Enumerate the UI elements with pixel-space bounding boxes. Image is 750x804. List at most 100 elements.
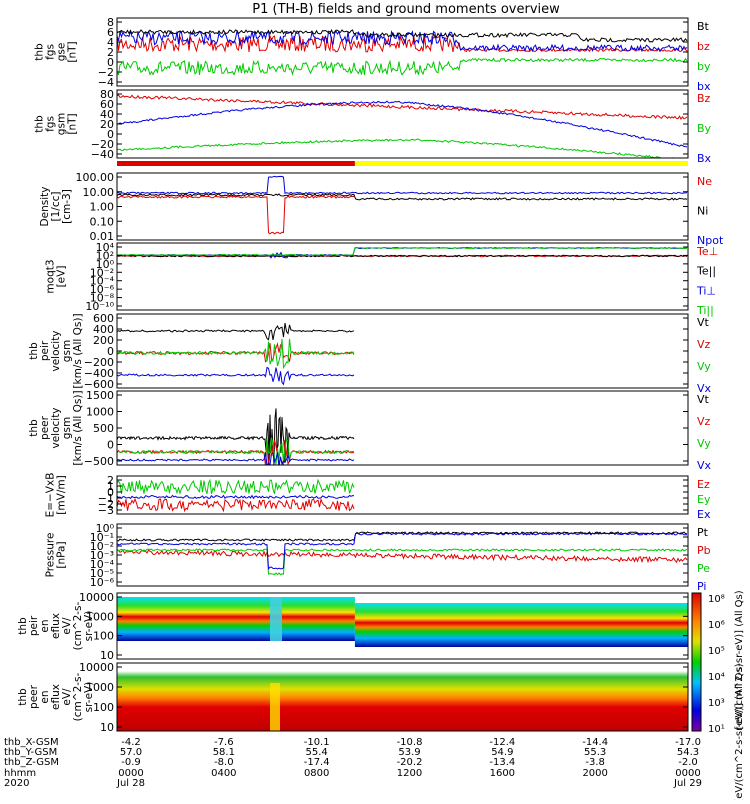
x-row-label: thb_Z-GSM [4, 757, 59, 768]
y-axis-label: thbpeervelocitygsm[km/s (All Qs)] [28, 390, 84, 465]
legend-Ni: Ni [697, 205, 708, 218]
y-tick-label: 10⁻⁴ [90, 275, 115, 288]
y-axis-label-line: velocity [50, 330, 62, 371]
y-axis-label-line: [cm-3] [61, 189, 73, 224]
y-tick-label: 200 [93, 334, 114, 347]
y-tick-label: −600 [84, 378, 114, 391]
colorbar-label: [eV/(cm^2-s-sr-eV)] (All Qs) [734, 590, 745, 729]
y-axis-label: moqt3[eV] [45, 259, 68, 293]
y-axis-label-line: thb [17, 688, 29, 706]
x-tick-label: 55.3 [584, 747, 606, 758]
y-tick-label: 10⁻³ [90, 549, 114, 562]
legend-Te||: Te|| [696, 265, 716, 278]
legend-bz: bz [697, 40, 710, 53]
legend-Ex: Ex [697, 508, 711, 521]
y-axis-label-line: en [39, 619, 51, 632]
y-axis-label-line: [km/s (All Qs)] [72, 390, 84, 465]
y-tick-label: 0 [107, 486, 114, 499]
y-axis-label-line: [nT] [67, 113, 79, 134]
y-tick-label: 1500 [86, 389, 114, 402]
legend-Bz: Bz [697, 92, 711, 105]
panel-data-efield [117, 478, 355, 513]
y-tick-label: 10000 [79, 661, 114, 674]
x-row-label: thb_X-GSM [4, 737, 59, 748]
legend-Vt: Vt [697, 316, 710, 329]
y-axis-label: thbpeirenefluxeV/(cm^2-s-sr-eV) [17, 601, 95, 650]
series-Vx [117, 452, 355, 465]
x-row-label: hhmm [4, 768, 36, 779]
ion-gap [270, 597, 282, 641]
x-tick-label: -8.0 [214, 757, 234, 768]
series-By [117, 138, 675, 158]
y-axis-label-line: sr-eV) [83, 611, 95, 642]
y-axis-label-line: [km/s (All Qs)] [72, 313, 84, 388]
x-tick-label: -20.2 [397, 757, 423, 768]
y-axis-label-line: (cm^2-s- [72, 601, 84, 650]
y-tick-label: −200 [84, 356, 114, 369]
y-axis-label-line: peir [39, 340, 51, 361]
legend-Ti||: Ti|| [696, 304, 714, 317]
y-axis-label-line: gsm [61, 340, 73, 362]
y-axis-label: Density[1/cc][cm-3] [39, 187, 73, 227]
y-tick-label: 60 [100, 98, 114, 111]
legend-Vx: Vx [697, 459, 712, 472]
x-tick-label: 0800 [304, 768, 329, 779]
y-axis-label-line: [nPa] [56, 541, 68, 568]
y-tick-label: 1.00 [90, 201, 115, 214]
y-tick-label: 100.00 [76, 171, 115, 184]
x-tick-label: -3.8 [585, 757, 605, 768]
y-tick-label: 10⁻⁴ [90, 558, 115, 571]
legend-by: by [697, 60, 711, 73]
series-Bx [117, 100, 688, 148]
panel-data-fgs_gse [117, 28, 688, 76]
y-tick-label: 10⁻⁸ [90, 292, 115, 305]
y-tick-label: 8 [107, 16, 114, 29]
y-axis-label-line: Density [39, 187, 51, 227]
y-axis-label-line: [nT] [67, 41, 79, 62]
series-Vt [117, 408, 355, 465]
x-tick-label: -13.4 [489, 757, 515, 768]
y-tick-label: −2 [98, 66, 114, 79]
panel-data-pressure [117, 531, 688, 576]
legend-Ey: Ey [697, 493, 711, 506]
panel-data-peer_vel [117, 408, 355, 465]
y-axis-label-line: thb [17, 617, 29, 635]
y-tick-label: −2 [98, 498, 114, 511]
panel-frame [116, 475, 689, 515]
legend-Vt: Vt [697, 393, 710, 406]
series-Vy [117, 338, 355, 370]
series-Pe [117, 548, 688, 576]
y-axis-label-line: fgs [45, 116, 57, 132]
x-tick-label: 1600 [490, 768, 515, 779]
y-tick-label: 10⁻¹ [90, 531, 114, 544]
y-tick-label: 0 [107, 128, 114, 141]
y-tick-label: 0 [107, 439, 114, 452]
legend-Vz: Vz [697, 338, 711, 351]
legend-Pb: Pb [697, 544, 711, 557]
y-axis-label: thbfgsgse[nT] [34, 41, 79, 62]
electron-spectrogram [117, 671, 688, 731]
x-tick-label: 1200 [397, 768, 422, 779]
y-tick-label: −500 [84, 455, 114, 468]
y-axis-label-line: gse [56, 43, 68, 62]
series-Vt [117, 323, 355, 341]
series-Te-par [117, 254, 688, 258]
y-axis-label-line: thb [28, 342, 40, 360]
colorbar-tick-label: 10⁸ [708, 594, 725, 605]
series-Ex [117, 494, 355, 500]
y-tick-label: 400 [93, 323, 114, 336]
y-tick-label: −20 [91, 138, 114, 151]
x-tick-label: 0000 [118, 768, 143, 779]
legend-Vy: Vy [697, 360, 711, 373]
series-Pi [117, 532, 688, 571]
y-tick-label: 0 [107, 345, 114, 358]
legend-Vx: Vx [697, 382, 712, 395]
y-axis-label-line: velocity [50, 407, 62, 448]
mode-bar-segment-2 [354, 161, 688, 166]
series-Ne [117, 195, 355, 235]
x-date-label: Jul 28 [116, 778, 145, 789]
x-tick-label: -17.0 [675, 737, 701, 748]
y-axis-label: thbpeerenefluxeV/(cm^2-s-sr-eV) [17, 672, 95, 721]
y-tick-label: 2 [107, 474, 114, 487]
panel-frame [116, 242, 689, 311]
